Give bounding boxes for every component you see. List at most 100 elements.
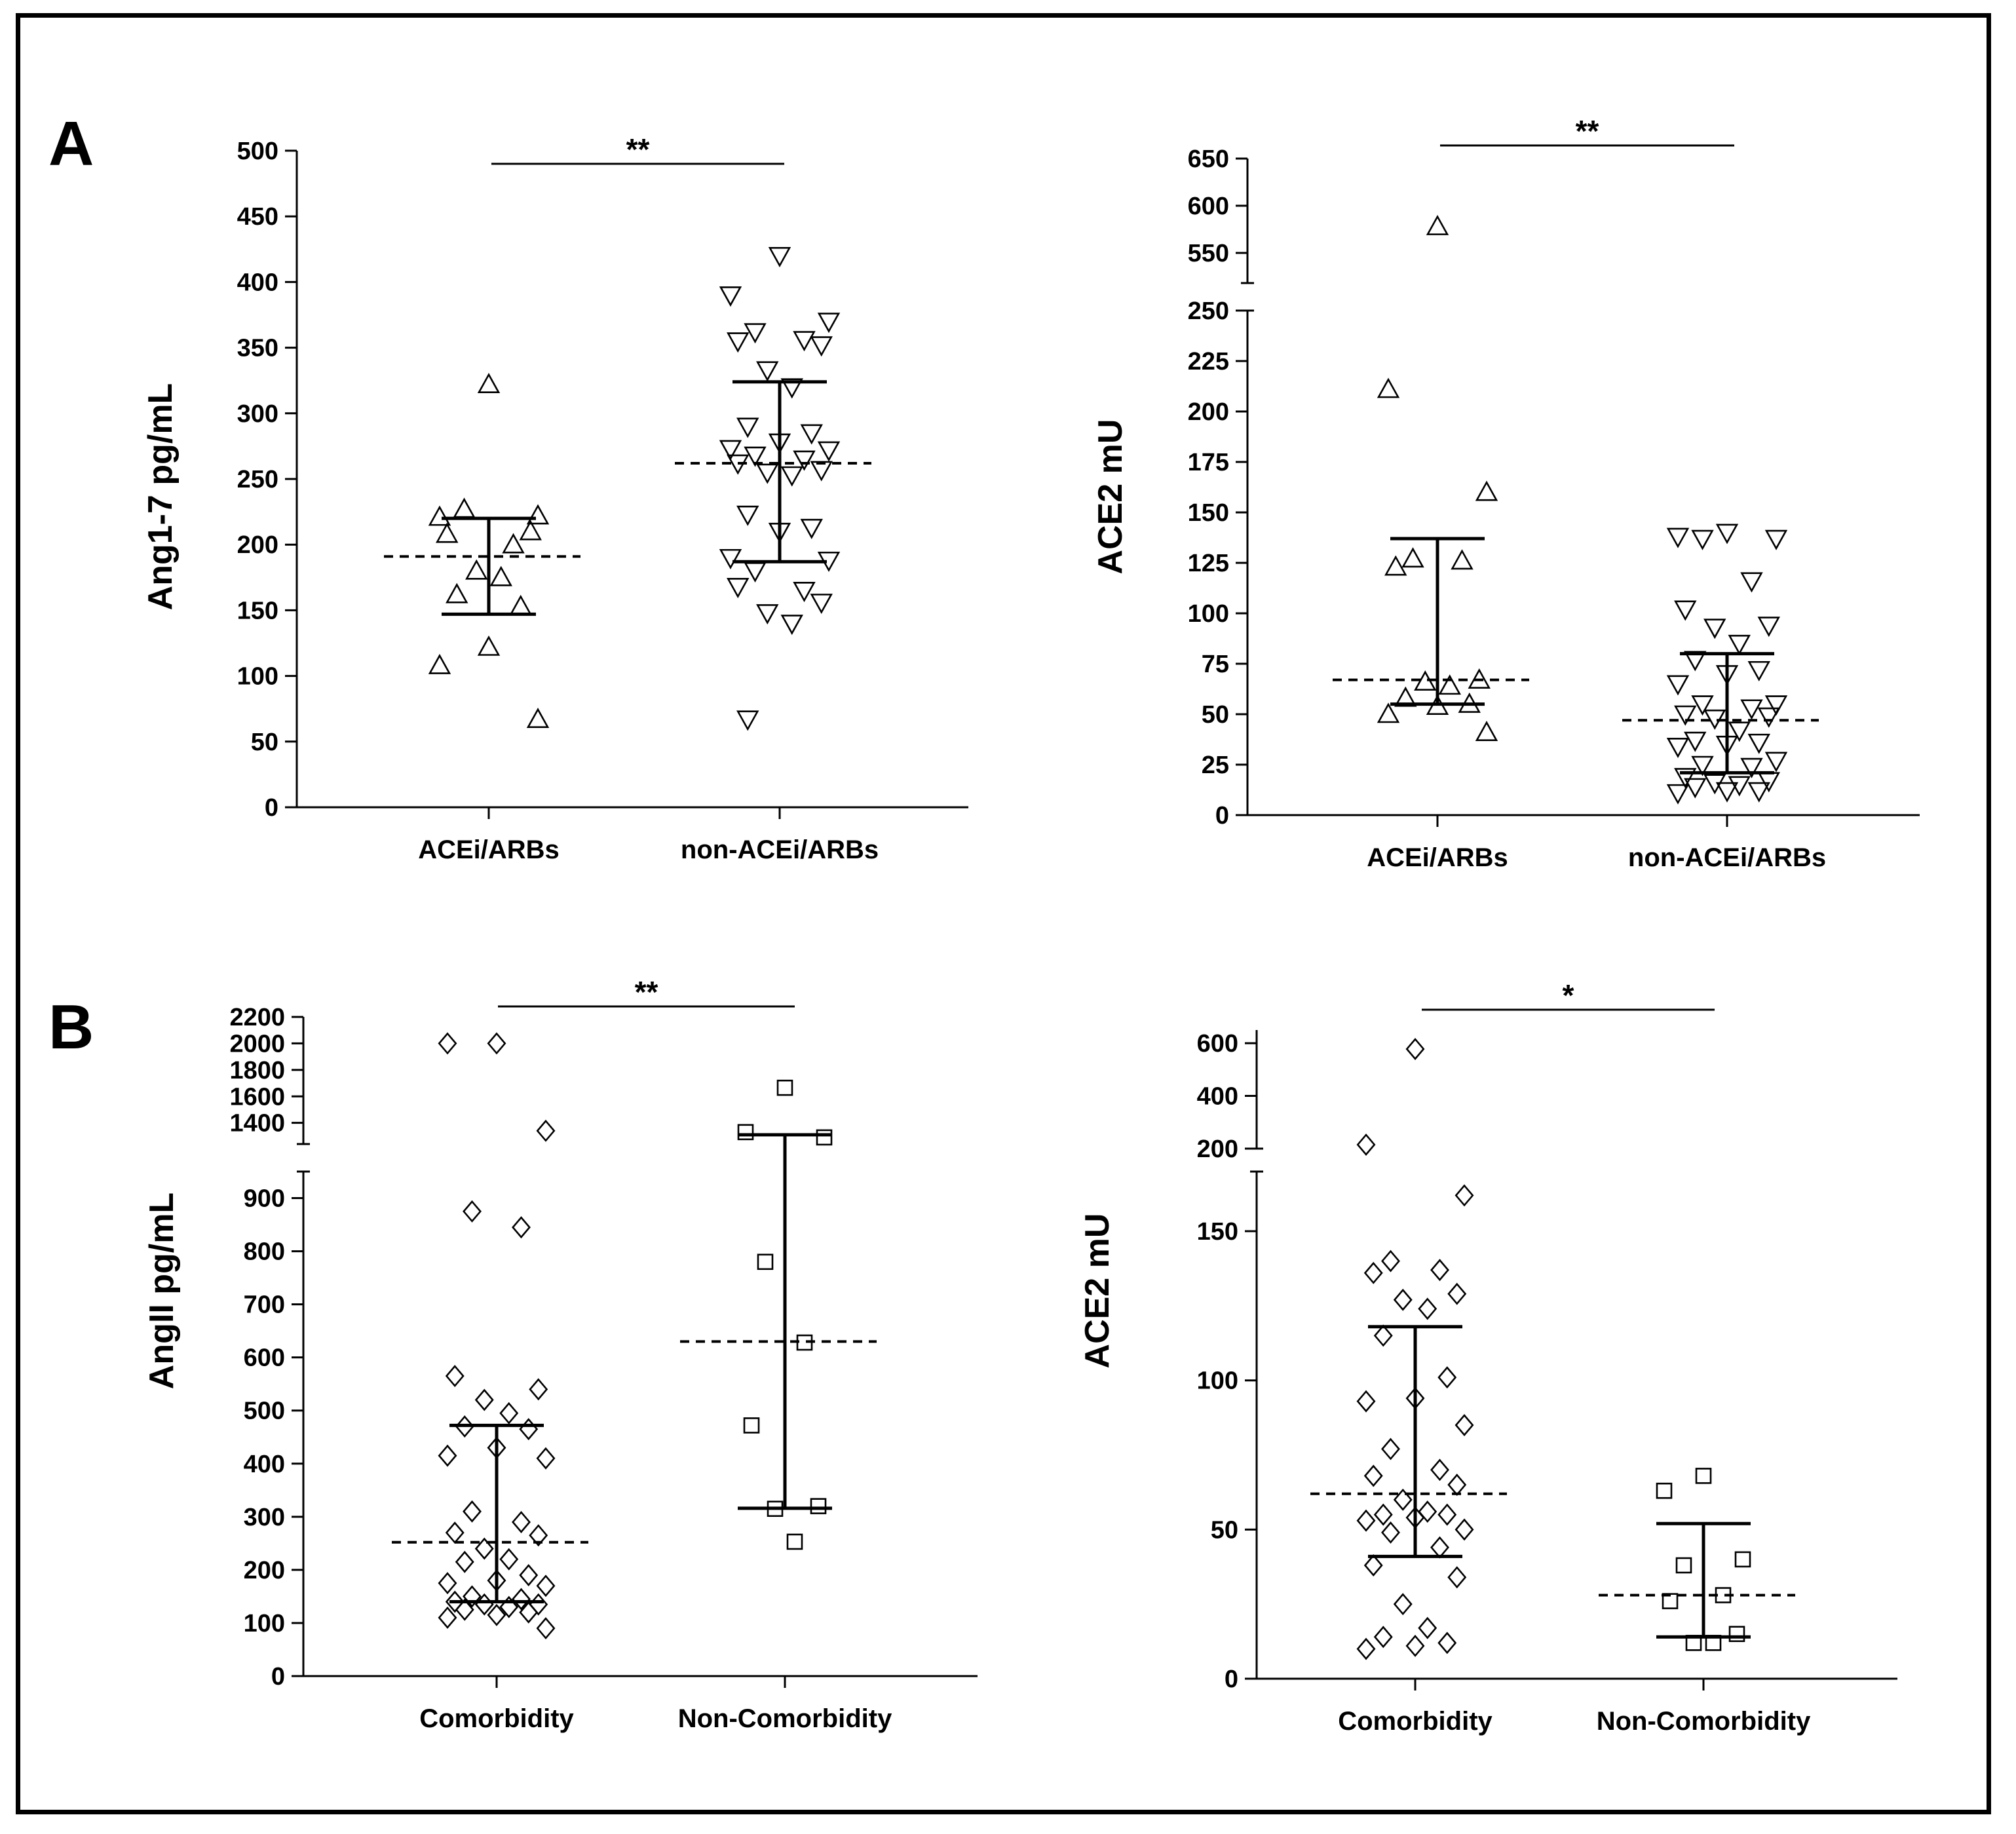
data-point <box>1458 692 1481 713</box>
y-tick-label: 600 <box>244 1345 285 1372</box>
data-point <box>1437 1503 1457 1526</box>
data-point <box>810 461 833 482</box>
data-point <box>719 440 742 461</box>
data-point <box>1455 1518 1474 1541</box>
data-point <box>529 1593 548 1616</box>
x-category-label: Comorbidity <box>1338 1707 1493 1736</box>
data-point <box>463 1500 482 1523</box>
series-1 <box>1622 524 1819 805</box>
chart-b1: 0 100 200 300 400 500 600 700 800 900 140016001800… <box>143 975 978 1733</box>
data-point <box>816 1129 833 1146</box>
y-tick-label: 800 <box>244 1238 285 1266</box>
data-point <box>727 332 750 353</box>
data-point <box>1666 675 1690 696</box>
x-category-label: Non-Comorbidity <box>678 1704 892 1733</box>
data-point <box>1393 1593 1413 1616</box>
data-point <box>1426 214 1449 235</box>
data-point <box>1684 651 1707 672</box>
data-point <box>438 1032 457 1055</box>
y-tick-label: 400 <box>1197 1083 1238 1111</box>
data-point <box>1356 1637 1376 1660</box>
data-point <box>1662 1593 1679 1609</box>
data-point <box>1377 377 1400 398</box>
y-tick-label: 100 <box>244 1610 285 1637</box>
data-point <box>1666 737 1690 758</box>
data-point <box>455 1415 474 1438</box>
data-point <box>1393 1488 1413 1511</box>
significance-label: ** <box>1576 114 1599 148</box>
y-tick-label: 225 <box>1188 348 1229 375</box>
data-point <box>736 417 759 438</box>
data-point <box>793 450 816 471</box>
chart-b2: 0 50 100 150 200 400 600 Comorbidity Non-Comorbi… <box>1078 978 1897 1736</box>
y-tick-label: 600 <box>1197 1030 1238 1058</box>
data-point <box>1674 768 1697 789</box>
data-point <box>1740 757 1763 778</box>
data-point <box>1468 668 1491 689</box>
data-point <box>727 578 750 599</box>
data-point <box>776 1079 793 1096</box>
y-tick-label: 200 <box>1188 398 1229 426</box>
series-1 <box>1599 1468 1795 1651</box>
series-0 <box>384 373 580 729</box>
x-category-label: ACEi/ARBs <box>418 835 560 864</box>
data-point <box>487 1569 506 1592</box>
y-tick-label: 450 <box>237 203 278 231</box>
data-point <box>1437 1366 1457 1389</box>
data-point <box>810 1498 827 1514</box>
data-point <box>536 1575 556 1597</box>
y-tick-label: 1800 <box>229 1057 285 1084</box>
data-point <box>463 1585 482 1608</box>
data-point <box>1447 1474 1467 1497</box>
data-point <box>438 1444 457 1467</box>
data-point <box>455 1598 474 1621</box>
y-tick-label: 0 <box>271 1663 285 1691</box>
data-point <box>1405 1634 1425 1657</box>
y-axis-title: AngII pg/mL <box>143 1193 181 1389</box>
data-point <box>509 594 532 615</box>
data-point <box>512 1510 531 1533</box>
data-point <box>1757 772 1780 793</box>
data-point <box>1764 752 1788 773</box>
data-point <box>487 1603 506 1626</box>
y-tick-label: 700 <box>244 1291 285 1319</box>
panel-letter-b: B <box>48 992 94 1062</box>
data-point <box>756 463 779 484</box>
data-point <box>1747 660 1770 681</box>
data-point <box>1451 549 1474 570</box>
data-point <box>499 1548 519 1571</box>
y-tick-label: 200 <box>244 1557 285 1584</box>
data-point <box>719 548 742 569</box>
data-point <box>727 454 750 475</box>
y-axis-title: ACE2 mU <box>1092 419 1130 575</box>
y-tick-label: 150 <box>237 597 278 624</box>
y-tick-label: 1600 <box>229 1083 285 1111</box>
y-tick-label: 25 <box>1202 752 1229 779</box>
data-point <box>1393 1288 1413 1311</box>
y-tick-label: 50 <box>1202 701 1229 729</box>
data-point <box>445 1521 465 1544</box>
data-point <box>1430 1259 1449 1282</box>
data-point <box>1703 619 1726 640</box>
data-point <box>744 562 767 583</box>
data-point <box>1728 634 1751 655</box>
data-point <box>474 1537 494 1560</box>
data-point <box>1405 1387 1425 1410</box>
data-point <box>529 1524 548 1547</box>
data-point <box>1437 1632 1457 1654</box>
data-point <box>1728 721 1751 742</box>
y-tick-label: 50 <box>251 729 278 756</box>
data-point <box>512 1588 531 1611</box>
data-point <box>719 286 742 307</box>
data-point <box>1475 480 1498 501</box>
y-tick-label: 0 <box>1215 802 1229 830</box>
y-tick-label: 650 <box>1188 145 1229 173</box>
significance-label: ** <box>626 132 650 166</box>
data-point <box>1705 1635 1722 1651</box>
data-point <box>1373 1324 1393 1347</box>
data-point <box>438 1606 457 1629</box>
y-tick-label: 75 <box>1202 651 1229 678</box>
data-point <box>1715 1587 1732 1603</box>
data-point <box>1363 1464 1383 1487</box>
